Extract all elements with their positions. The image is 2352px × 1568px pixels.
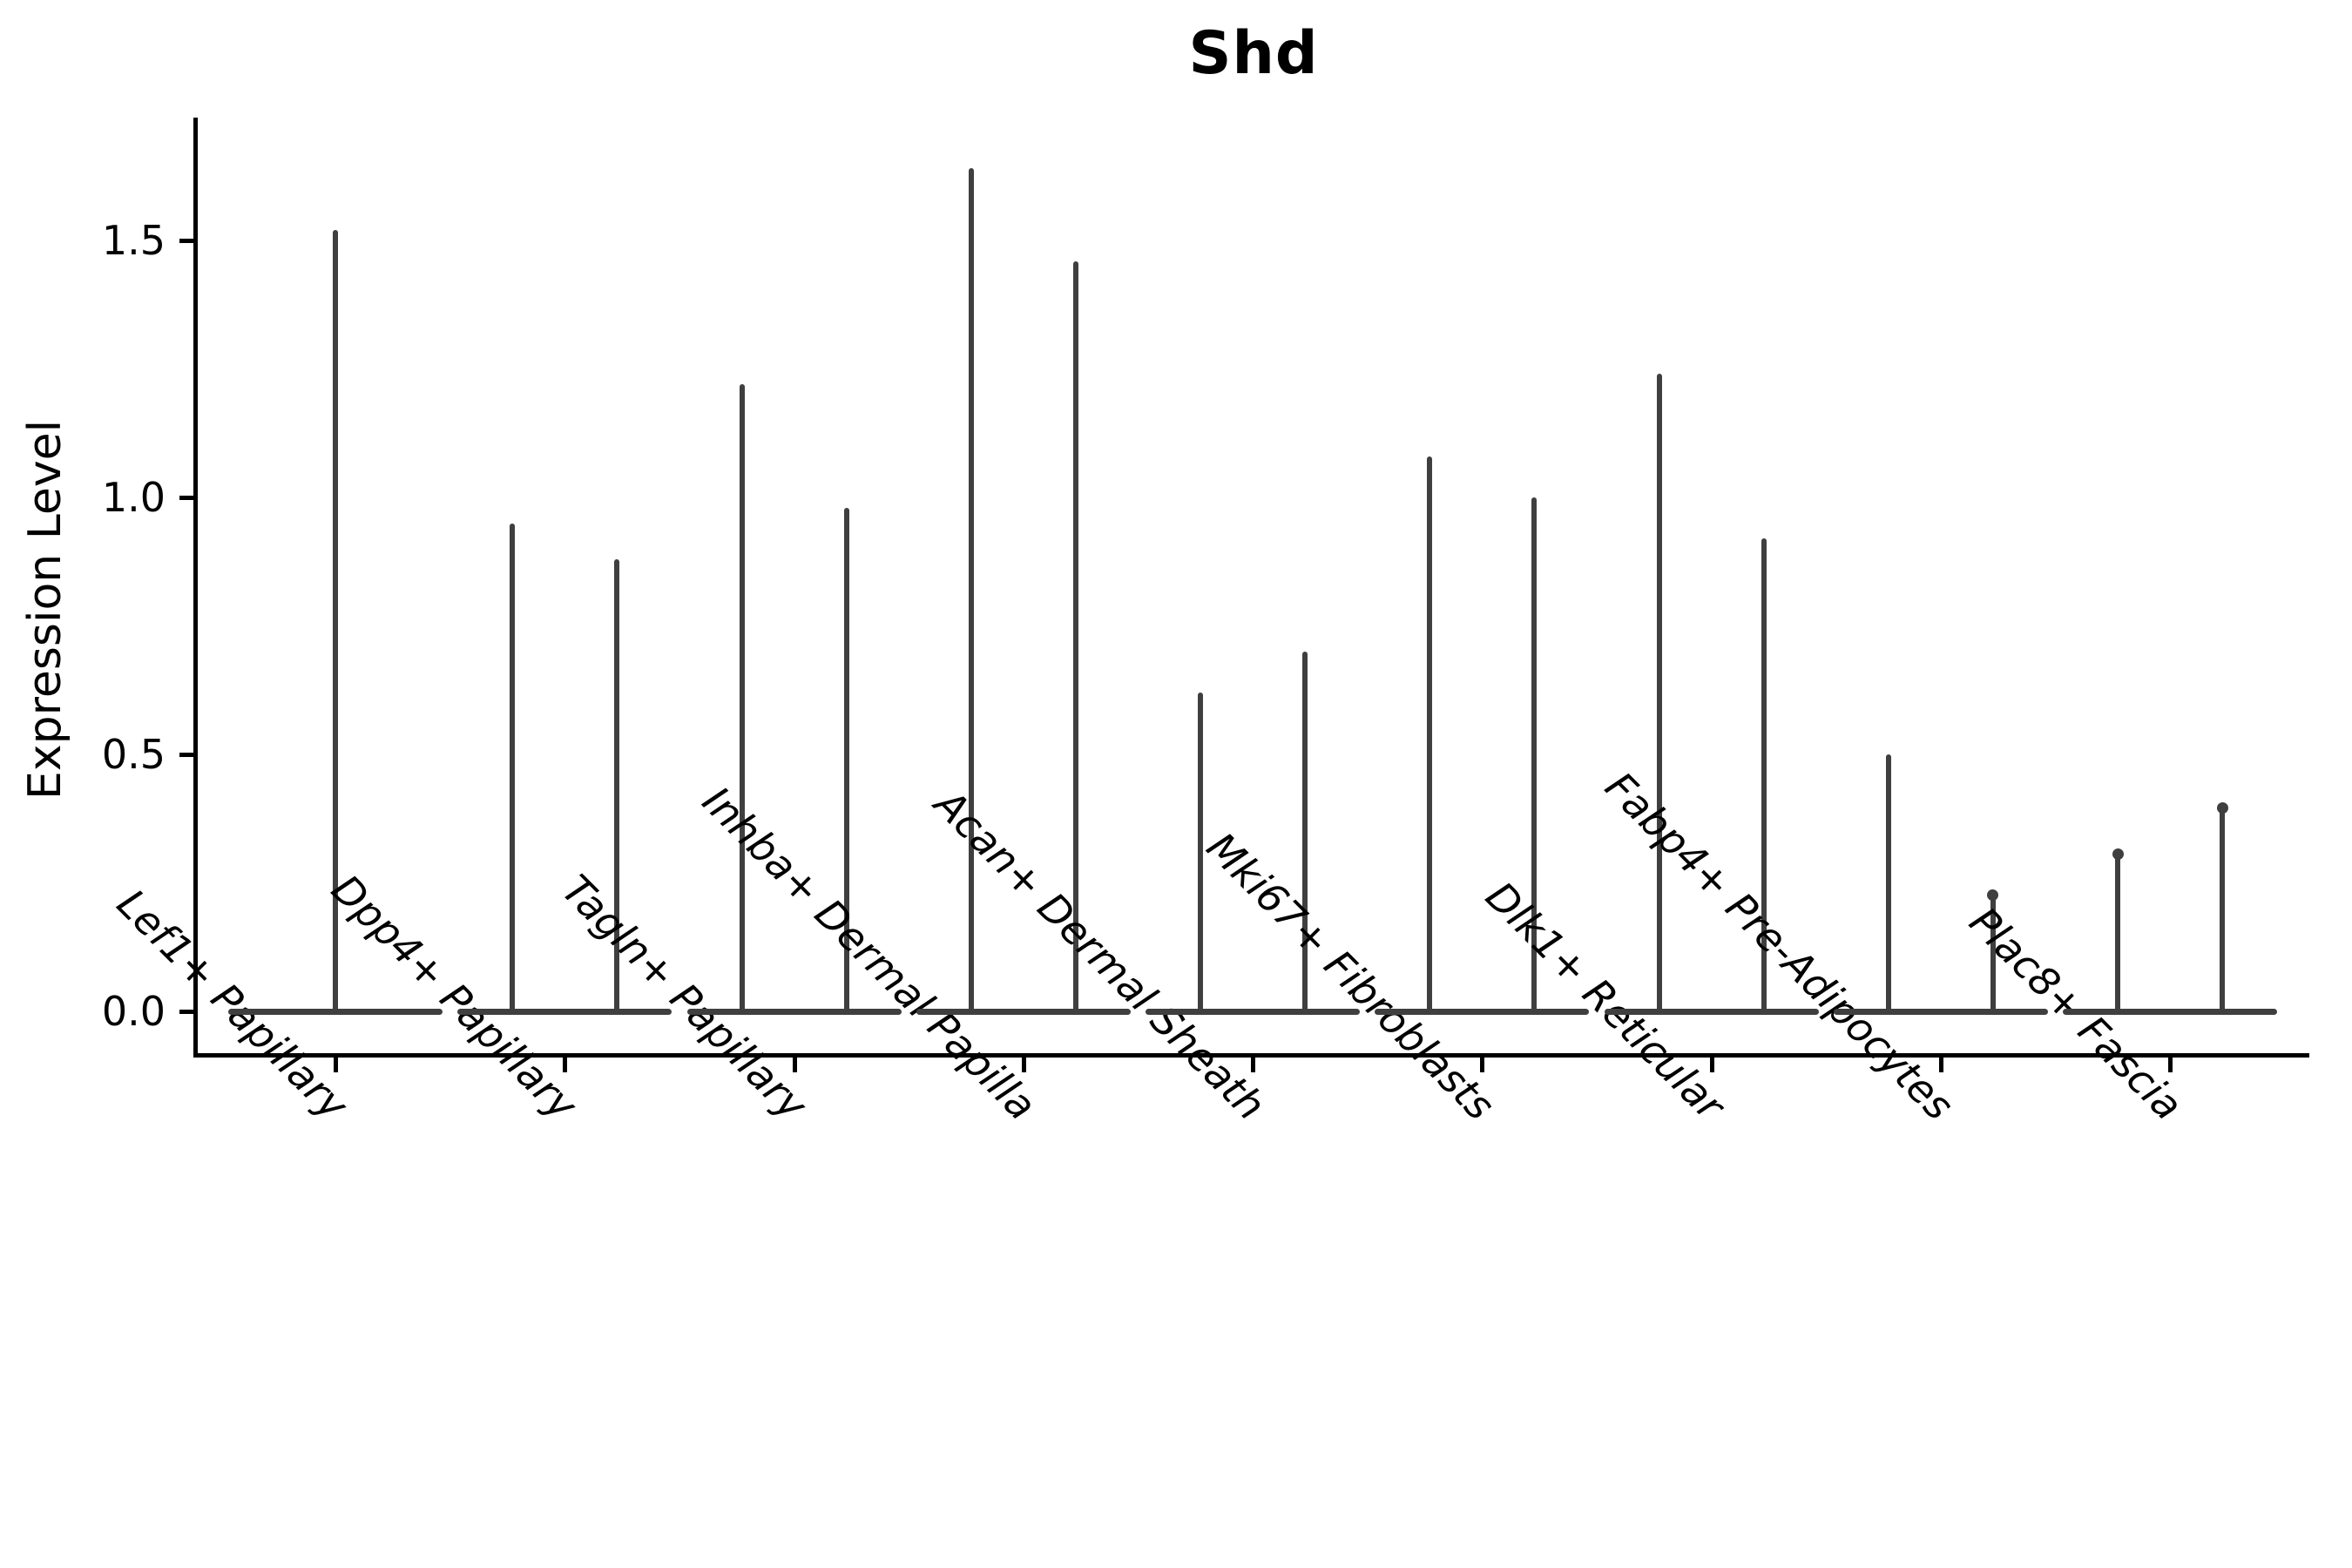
violin-needle [510, 523, 516, 1014]
x-axis-tick [563, 1058, 568, 1072]
violin-needle [1198, 693, 1203, 1014]
x-tick-label: Dlk1+ Reticular [1476, 872, 1734, 1130]
violin-base [1833, 1009, 2048, 1015]
y-tick-label: 1.5 [101, 217, 166, 264]
x-tick-label: Tagln+ Papillary [552, 865, 816, 1130]
x-axis-tick [2168, 1058, 2173, 1072]
violin-base [1375, 1009, 1590, 1015]
x-axis-tick [1480, 1058, 1485, 1072]
violin-needle [843, 507, 849, 1014]
y-axis-tick [179, 239, 193, 243]
violin-needle [1885, 754, 1891, 1014]
violin-tip-knob [2216, 802, 2228, 814]
violin-tip-knob [2112, 848, 2124, 861]
violin-needle [739, 384, 745, 1014]
y-axis-tick [179, 753, 193, 757]
x-axis-spine [193, 1053, 2309, 1058]
violin-base [916, 1009, 1131, 1015]
y-axis-tick [179, 1010, 193, 1014]
violin-needle [1302, 652, 1308, 1014]
violin-base [1146, 1009, 1360, 1015]
violin-needle [1656, 374, 1662, 1014]
x-axis-tick [1251, 1058, 1255, 1072]
x-axis-tick [334, 1058, 338, 1072]
x-axis-tick [1938, 1058, 1943, 1072]
y-tick-label: 0.0 [101, 988, 166, 1035]
violin-needle [333, 230, 338, 1014]
violin-needle [1072, 260, 1078, 1014]
x-tick-label: Dpp4+ Papillary [322, 865, 587, 1130]
violin-needle [1990, 893, 1996, 1014]
violin-base [686, 1009, 902, 1015]
violin-base [2063, 1009, 2277, 1015]
x-axis-tick [792, 1058, 797, 1072]
violin-tip-knob [1987, 889, 1999, 902]
violin-needle [1761, 538, 1767, 1014]
chart-title: Shd [1188, 19, 1319, 88]
violin-needle [2115, 852, 2120, 1014]
y-tick-label: 1.0 [101, 474, 166, 521]
violin-needle [614, 558, 620, 1014]
violin-needle [2220, 806, 2225, 1014]
violin-needle [968, 168, 974, 1014]
x-axis-tick [1021, 1058, 1026, 1072]
y-axis-spine [193, 118, 198, 1058]
violin-needle [1531, 497, 1538, 1014]
violin-base [1604, 1009, 1819, 1015]
x-axis-tick [1709, 1058, 1714, 1072]
violin-base [457, 1009, 672, 1015]
violin-needle [1427, 456, 1433, 1014]
y-tick-label: 0.5 [101, 731, 166, 778]
y-axis-tick [179, 496, 193, 500]
